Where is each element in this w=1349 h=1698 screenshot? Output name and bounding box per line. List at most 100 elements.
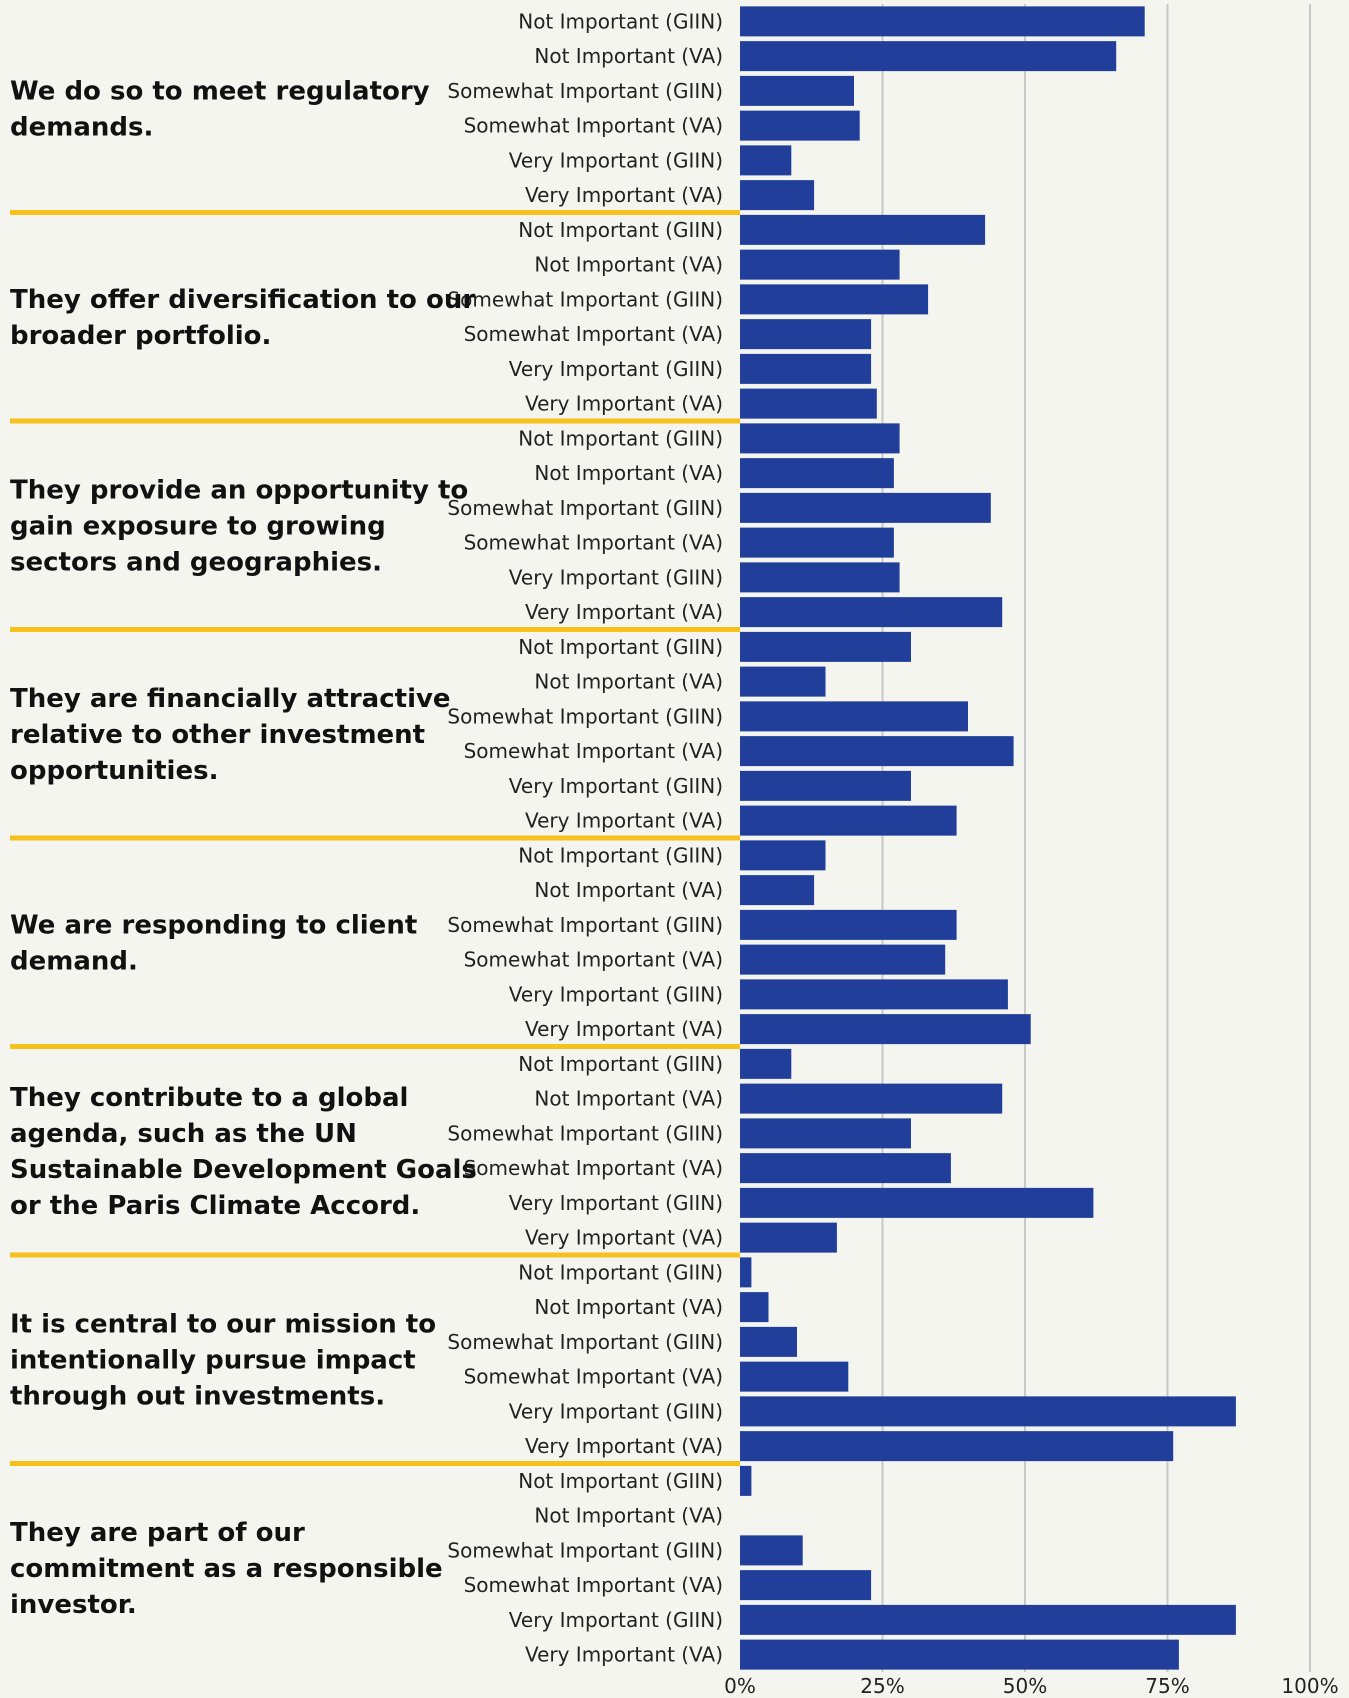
bar <box>740 597 1003 628</box>
bar <box>740 1639 1179 1670</box>
category-label: Somewhat Important (VA) <box>464 739 723 763</box>
bar <box>740 180 815 211</box>
group-label-line: gain exposure to growing <box>10 511 386 541</box>
x-tick-label: 0% <box>724 1674 756 1698</box>
category-label: Somewhat Important (GIIN) <box>447 287 723 311</box>
category-labels: Not Important (GIIN) Not Important (VA) So… <box>447 9 723 1666</box>
bar <box>740 41 1117 72</box>
bar <box>740 388 877 419</box>
category-label: Somewhat Important (VA) <box>464 948 723 972</box>
group-label-line: or the Paris Climate Accord. <box>10 1191 420 1221</box>
bar <box>740 527 894 558</box>
group-separators <box>10 210 740 1466</box>
category-label: Not Important (GIIN) <box>518 843 723 867</box>
bar <box>740 701 968 732</box>
x-axis-ticks: 0% 25% 50% 75% 100% <box>724 1674 1338 1698</box>
category-label: Somewhat Important (GIIN) <box>447 704 723 728</box>
group-label-line: commitment as a responsible <box>10 1554 443 1584</box>
bar <box>740 1083 1003 1114</box>
bar <box>740 1361 849 1392</box>
bar <box>740 944 946 975</box>
category-label: Not Important (GIIN) <box>518 218 723 242</box>
category-label: Very Important (VA) <box>525 809 723 833</box>
bar <box>740 1326 797 1357</box>
group-label-line: They offer diversification to our <box>10 285 475 315</box>
bar <box>740 214 986 245</box>
bar <box>740 666 826 697</box>
group-label: They contribute to a global agenda, such … <box>10 1083 477 1221</box>
category-label: Somewhat Important (GIIN) <box>447 1330 723 1354</box>
gridlines <box>881 4 1311 1672</box>
bar <box>740 1431 1174 1462</box>
bar <box>740 6 1145 37</box>
group-label: They offer diversification to our broader… <box>10 285 475 351</box>
bar <box>740 1292 769 1323</box>
category-label: Very Important (GIIN) <box>509 1608 723 1632</box>
category-label: Very Important (GIIN) <box>509 1191 723 1215</box>
group-label: They are part of our commitment as a resp… <box>10 1518 443 1620</box>
bar <box>740 770 911 801</box>
bar <box>740 1604 1236 1635</box>
category-label: Not Important (VA) <box>534 253 723 277</box>
bar <box>740 75 854 106</box>
group-label: It is central to our mission to intention… <box>10 1309 436 1411</box>
category-label: Somewhat Important (VA) <box>464 114 723 138</box>
bar <box>740 1048 792 1079</box>
group-labels: We do so to meet regulatory demands. They … <box>10 76 477 1620</box>
bar <box>740 1187 1094 1218</box>
category-label: Very Important (VA) <box>525 1017 723 1041</box>
bar <box>740 736 1014 767</box>
x-tick-label: 100% <box>1281 1674 1338 1698</box>
bar <box>740 1570 872 1601</box>
category-label: Somewhat Important (VA) <box>464 322 723 346</box>
bar <box>740 423 900 454</box>
group-label-line: They contribute to a global <box>10 1083 408 1113</box>
bar <box>740 1118 911 1149</box>
bar <box>740 353 872 384</box>
x-tick-label: 50% <box>1003 1674 1047 1698</box>
group-label-line: investor. <box>10 1590 137 1620</box>
category-label: Very Important (VA) <box>525 1226 723 1250</box>
category-label: Not Important (GIIN) <box>518 1260 723 1284</box>
bar <box>740 979 1008 1010</box>
group-label: We are responding to client demand. <box>10 910 417 976</box>
category-label: Somewhat Important (GIIN) <box>447 79 723 103</box>
category-label: Somewhat Important (VA) <box>464 1573 723 1597</box>
bar <box>740 319 872 350</box>
category-label: Very Important (GIIN) <box>509 148 723 172</box>
group-label-line: It is central to our mission to <box>10 1309 436 1339</box>
group-label-line: opportunities. <box>10 756 218 786</box>
bar <box>740 840 826 871</box>
category-label: Not Important (VA) <box>534 878 723 902</box>
bar <box>740 1014 1031 1045</box>
category-label: Somewhat Important (VA) <box>464 531 723 555</box>
group-label-line: broader portfolio. <box>10 321 271 351</box>
bar <box>740 1465 752 1496</box>
group-label-line: relative to other investment <box>10 720 425 750</box>
x-tick-label: 25% <box>860 1674 904 1698</box>
category-label: Not Important (GIIN) <box>518 9 723 33</box>
category-label: Not Important (GIIN) <box>518 426 723 450</box>
category-label: Somewhat Important (VA) <box>464 1365 723 1389</box>
bar <box>740 249 900 280</box>
category-label: Very Important (VA) <box>525 1643 723 1667</box>
bar <box>740 909 957 940</box>
category-label: Very Important (GIIN) <box>509 565 723 589</box>
category-label: Not Important (VA) <box>534 1504 723 1528</box>
bar <box>740 492 991 523</box>
bar <box>740 875 815 906</box>
bar <box>740 631 911 662</box>
category-label: Not Important (GIIN) <box>518 1052 723 1076</box>
category-label: Not Important (GIIN) <box>518 635 723 659</box>
category-label: Somewhat Important (VA) <box>464 1156 723 1180</box>
bars <box>740 6 1236 1670</box>
group-label-line: Sustainable Development Goals <box>10 1155 477 1185</box>
group-label-line: sectors and geographies. <box>10 547 382 577</box>
category-label: Not Important (VA) <box>534 670 723 694</box>
bar <box>740 284 929 315</box>
category-label: Not Important (VA) <box>534 44 723 68</box>
category-label: Somewhat Important (GIIN) <box>447 1121 723 1145</box>
x-tick-label: 75% <box>1145 1674 1189 1698</box>
group-label-line: We do so to meet regulatory <box>10 76 430 106</box>
